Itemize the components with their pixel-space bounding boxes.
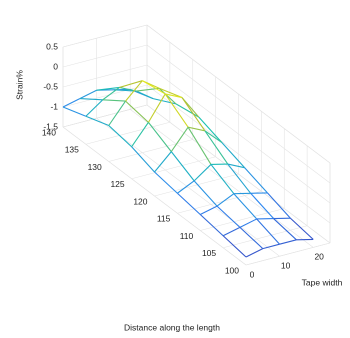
z-tick-label: -1	[50, 101, 58, 111]
grid-line	[131, 156, 216, 180]
y-tick-label: 100	[225, 265, 239, 275]
mesh-edge	[125, 100, 149, 123]
x-axis-label: Tape width	[302, 277, 343, 287]
z-axis-label: Strain%	[14, 70, 24, 100]
mesh-edge	[239, 226, 264, 250]
mesh-edge	[273, 218, 297, 241]
mesh-edge	[119, 86, 137, 92]
mesh-edge	[108, 100, 127, 126]
mesh-edge	[154, 171, 178, 194]
mesh-edge	[250, 192, 274, 219]
mesh-edge	[152, 98, 177, 105]
mesh-edge	[142, 80, 166, 95]
mesh-edge	[147, 93, 166, 123]
mesh-edge	[62, 98, 81, 108]
mesh-edge	[198, 116, 223, 143]
y-tick-label: 105	[202, 248, 216, 258]
mesh-edge	[79, 98, 103, 101]
y-tick-label: 120	[133, 196, 147, 206]
mesh-edge	[210, 164, 235, 195]
mesh-edge	[187, 126, 212, 165]
mesh-edge	[177, 180, 195, 194]
mesh-edge	[96, 86, 120, 91]
mesh-edge	[289, 217, 314, 240]
mesh-edge	[222, 235, 247, 258]
mesh-edge	[102, 99, 126, 102]
x-tick-label: 20	[314, 252, 324, 262]
mesh-edge	[119, 80, 143, 88]
mesh-edge	[102, 87, 120, 101]
mesh-edge	[181, 97, 206, 132]
mesh-edge	[216, 205, 241, 228]
mesh-edge	[239, 218, 257, 228]
grid-line	[85, 121, 170, 145]
y-tick-label: 135	[65, 145, 79, 155]
x-tick-label: 10	[281, 260, 291, 270]
mesh-edge	[204, 130, 223, 143]
grid-line	[223, 225, 308, 249]
mesh-edge	[244, 167, 268, 194]
mesh-edge	[62, 106, 87, 117]
mesh-edge	[85, 99, 104, 117]
y-tick-label: 125	[110, 179, 124, 189]
mesh-edge	[131, 122, 149, 148]
mesh-edge	[85, 115, 109, 127]
mesh-edge	[164, 93, 189, 128]
mesh-edge	[233, 193, 258, 220]
grid-line	[62, 64, 148, 88]
mesh-edge	[170, 151, 195, 182]
mesh-edge	[245, 248, 264, 258]
x-tick-label: 0	[250, 269, 255, 279]
mesh-edge	[200, 205, 218, 215]
mesh-edge	[158, 87, 177, 105]
y-tick-label: 130	[88, 162, 102, 172]
mesh-edge	[131, 146, 155, 173]
y-tick-label: 140	[42, 127, 56, 137]
mesh-edge	[279, 239, 297, 245]
mesh-edge	[193, 164, 212, 182]
z-tick-label: -0.5	[43, 81, 58, 91]
mesh-edge	[193, 180, 218, 207]
mesh-edge	[204, 130, 229, 165]
z-tick-label: 0	[53, 61, 58, 71]
grid-line	[154, 173, 239, 197]
mesh-edge	[125, 80, 143, 102]
grid-line	[62, 84, 148, 108]
grid-line	[62, 24, 148, 48]
grid-line	[62, 126, 247, 266]
mesh-edge	[222, 226, 241, 237]
mesh-edge	[267, 192, 291, 219]
grid-line	[62, 44, 148, 68]
mesh-edge	[147, 122, 172, 152]
z-tick-label: -1.5	[43, 121, 58, 131]
mesh-edge	[216, 193, 235, 207]
mesh-edge	[175, 103, 200, 118]
mesh-edge	[154, 151, 172, 173]
y-tick-label: 110	[180, 231, 194, 241]
mesh-edge	[108, 125, 132, 148]
mesh-edge	[165, 93, 183, 99]
mesh-edge	[187, 126, 206, 132]
mesh-edge	[199, 214, 224, 237]
mesh-edge	[221, 142, 245, 169]
grid-line	[200, 208, 285, 231]
grid-line	[245, 242, 331, 266]
mesh-edge	[170, 126, 189, 152]
grid-line	[108, 139, 193, 162]
mesh-edge	[262, 243, 280, 250]
grid-line	[177, 190, 262, 214]
grid-line	[96, 117, 280, 257]
mesh-edge	[227, 163, 252, 194]
mesh-edge	[136, 90, 154, 100]
z-tick-label: 0.5	[46, 41, 58, 51]
mesh-edge	[177, 192, 201, 215]
mesh-edge	[256, 218, 281, 245]
y-axis-label: Distance along the length	[124, 322, 220, 332]
mesh-edge	[158, 87, 183, 99]
mesh-edge	[79, 89, 97, 100]
y-tick-label: 115	[157, 214, 171, 224]
mesh-edge	[227, 163, 245, 169]
